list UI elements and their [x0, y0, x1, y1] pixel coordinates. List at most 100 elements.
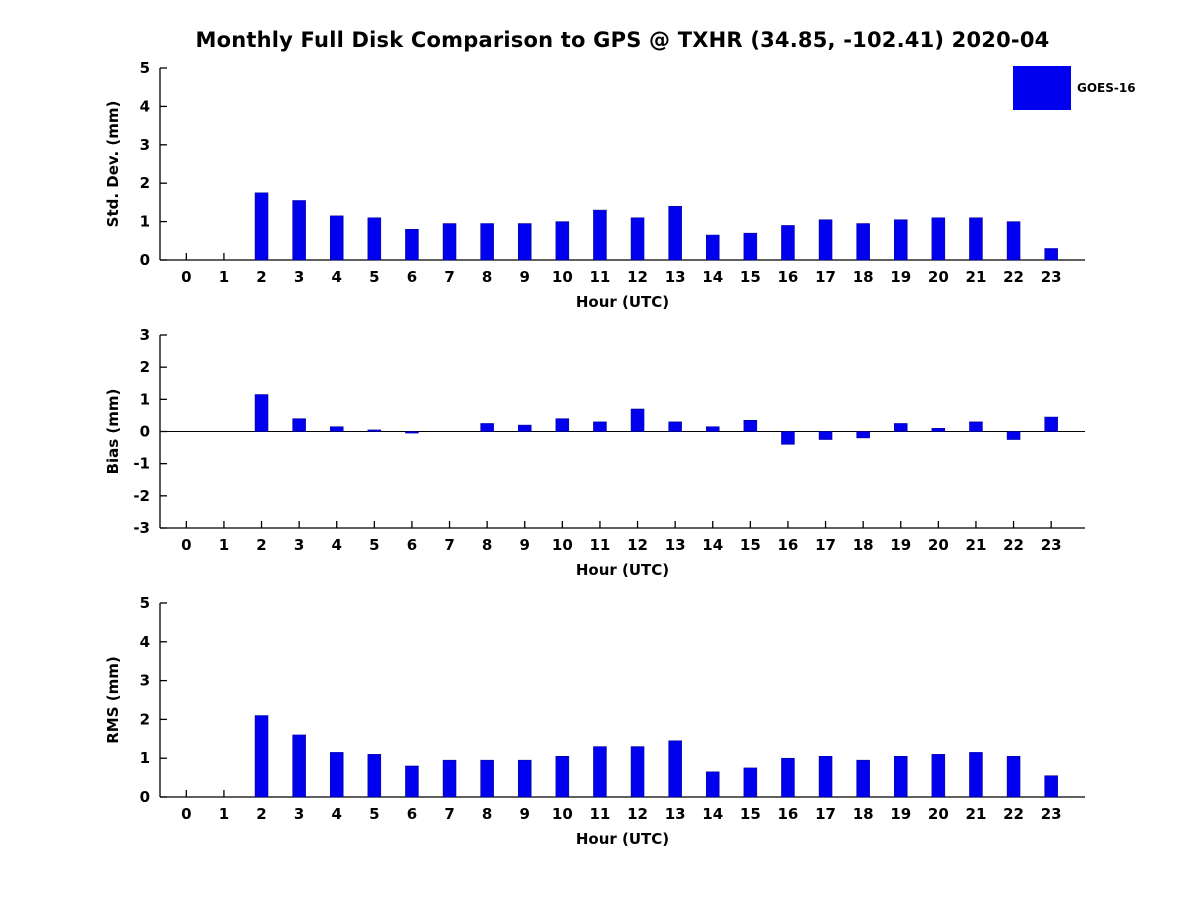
bar-hour-23: [1044, 416, 1058, 432]
bar-hour-3: [292, 418, 306, 432]
bar-hour-14: [705, 234, 720, 261]
bar-hour-17: [818, 756, 833, 798]
bar-hour-3: [292, 200, 306, 261]
bar-hour-8: [480, 759, 494, 798]
bar-hour-10: [555, 756, 570, 798]
legend-swatch-goes16: [1013, 66, 1071, 110]
x-tick-label: 16: [778, 268, 799, 286]
bar-hour-3: [292, 734, 306, 798]
x-tick-label: 0: [181, 805, 191, 823]
legend: GOES-16: [1013, 66, 1136, 110]
bar-hour-20: [931, 217, 946, 261]
x-tick-label: 22: [1003, 805, 1024, 823]
x-tick-label: 12: [627, 268, 648, 286]
bar-hour-9: [517, 223, 532, 261]
x-tick-label: 3: [294, 268, 304, 286]
x-tick-label: 19: [890, 536, 911, 554]
bar-hour-11: [593, 209, 607, 261]
bar-hour-20: [931, 754, 946, 798]
x-tick-label: 6: [407, 536, 417, 554]
y-tick-label: 0: [140, 788, 150, 806]
bar-hour-14: [705, 771, 720, 798]
x-tick-label: 14: [702, 805, 723, 823]
x-tick-label: 14: [702, 268, 723, 286]
bar-hour-16: [781, 225, 795, 261]
y-tick-label: 1: [140, 213, 150, 231]
x-tick-label: 2: [256, 536, 266, 554]
x-tick-label: 21: [966, 536, 987, 554]
x-tick-label: 8: [482, 536, 492, 554]
x-tick-label: 16: [778, 805, 799, 823]
x-tick-label: 21: [966, 268, 987, 286]
bar-hour-23: [1044, 248, 1058, 261]
bar-hour-2: [254, 192, 269, 261]
y-axis-label: Bias (mm): [104, 389, 122, 475]
x-tick-label: 9: [520, 805, 530, 823]
x-tick-label: 20: [928, 536, 949, 554]
x-tick-label: 19: [890, 268, 911, 286]
bar-hour-7: [442, 223, 457, 261]
bar-hour-21: [969, 217, 983, 261]
x-tick-label: 22: [1003, 536, 1024, 554]
bar-hour-21: [969, 752, 983, 798]
y-tick-label: 1: [140, 749, 150, 767]
x-tick-label: 15: [740, 536, 761, 554]
y-axis-label: RMS (mm): [104, 656, 122, 743]
bar-hour-11: [593, 421, 607, 432]
bar-hour-19: [894, 423, 908, 432]
x-tick-label: 8: [482, 268, 492, 286]
bar-hour-15: [743, 767, 758, 798]
y-tick-label: -1: [133, 455, 150, 473]
bar-hour-21: [969, 421, 983, 432]
bar-hour-12: [630, 217, 645, 261]
bar-hour-4: [329, 215, 344, 261]
y-tick-label: 0: [140, 251, 150, 269]
x-tick-label: 2: [256, 268, 266, 286]
bar-hour-15: [743, 419, 758, 432]
x-tick-label: 10: [552, 268, 573, 286]
bar-hour-18: [856, 431, 870, 439]
bar-hour-6: [405, 431, 419, 434]
y-tick-label: 5: [140, 594, 150, 612]
x-tick-label: 20: [928, 805, 949, 823]
x-tick-label: 13: [665, 805, 686, 823]
x-tick-label: 10: [552, 805, 573, 823]
x-tick-label: 7: [444, 536, 454, 554]
bar-hour-13: [668, 205, 682, 261]
bar-hour-7: [442, 759, 457, 798]
x-tick-label: 1: [219, 536, 229, 554]
y-tick-label: 2: [140, 174, 150, 192]
legend-label-goes16: GOES-16: [1077, 81, 1136, 95]
bar-hour-17: [818, 219, 833, 261]
x-tick-label: 2: [256, 805, 266, 823]
bar-hour-2: [254, 394, 269, 432]
y-tick-label: 1: [140, 390, 150, 408]
x-tick-label: 15: [740, 268, 761, 286]
x-tick-label: 3: [294, 536, 304, 554]
bar-hour-4: [329, 426, 344, 432]
x-tick-label: 23: [1041, 536, 1062, 554]
bar-hour-18: [856, 223, 870, 261]
bar-hour-8: [480, 423, 494, 432]
bar-hour-20: [931, 428, 946, 432]
bar-hour-19: [894, 219, 908, 261]
bar-hour-17: [818, 431, 833, 440]
x-tick-label: 8: [482, 805, 492, 823]
x-tick-label: 9: [520, 536, 530, 554]
bar-hour-6: [405, 229, 419, 261]
x-tick-label: 18: [853, 536, 874, 554]
x-tick-label: 7: [444, 268, 454, 286]
bar-hour-22: [1006, 221, 1021, 261]
bar-hour-9: [517, 424, 532, 432]
y-tick-label: 2: [140, 710, 150, 728]
x-tick-label: 5: [369, 268, 379, 286]
bar-hour-5: [367, 217, 382, 261]
bar-hour-13: [668, 421, 682, 432]
bar-hour-23: [1044, 775, 1058, 798]
x-tick-label: 9: [520, 268, 530, 286]
bar-hour-19: [894, 756, 908, 798]
